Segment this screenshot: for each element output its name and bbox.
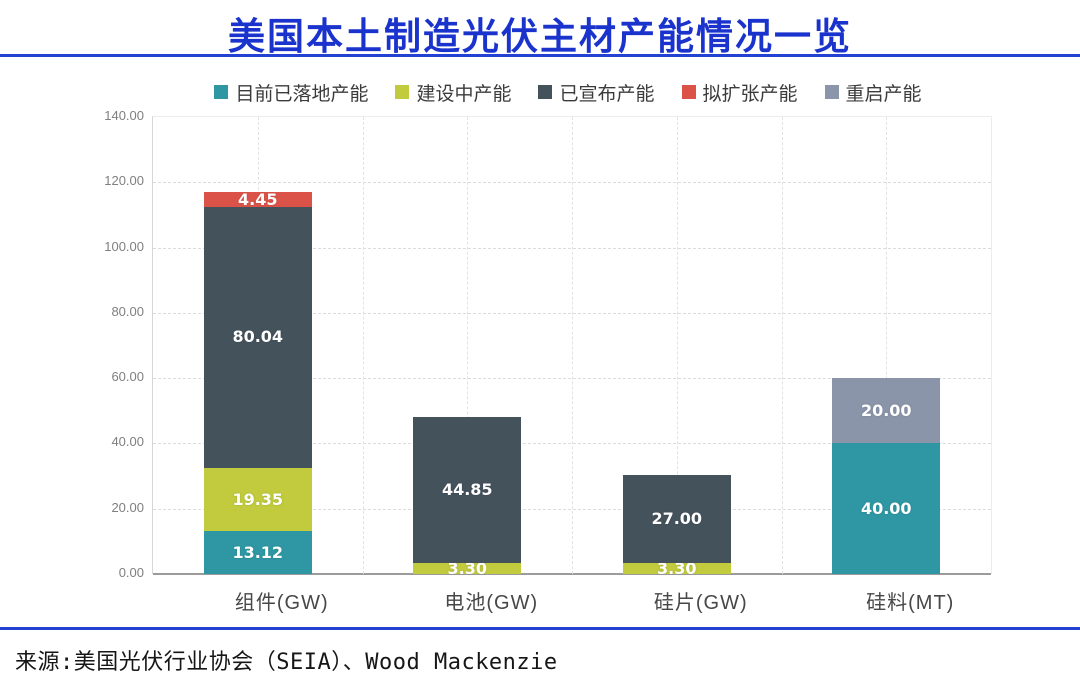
v-gridline xyxy=(781,117,783,574)
v-gridline xyxy=(886,117,888,574)
bar-value-label: 4.45 xyxy=(238,189,278,209)
chart-legend: 目前已落地产能 建设中产能 已宣布产能 拟扩张产能 重启产能 xyxy=(28,79,1080,106)
y-tick-label: 80.00 xyxy=(111,303,144,319)
bar-segment-电池(GW)-已宣布产能: 44.85 xyxy=(413,416,522,564)
bar-segment-硅片(GW)-已宣布产能: 27.00 xyxy=(622,475,731,564)
legend-swatch-icon xyxy=(824,85,839,99)
legend-item-0: 目前已落地产能 xyxy=(214,79,368,106)
plot-area: 13.12 19.35 80.04 4.45 3.30 44.85 3.30 27.00 40.… xyxy=(152,116,992,578)
bar-segment-组件(GW)-建设中产能: 19.35 xyxy=(203,468,312,532)
bar-value-label: 3.30 xyxy=(657,558,697,578)
v-gridline xyxy=(467,117,469,574)
bar-value-label: 19.35 xyxy=(232,489,284,509)
x-axis-line xyxy=(153,573,991,575)
legend-label: 目前已落地产能 xyxy=(235,83,369,105)
bar-value-label: 80.04 xyxy=(232,327,284,347)
bar-value-label: 44.85 xyxy=(441,480,493,500)
legend-swatch-icon xyxy=(395,85,410,99)
legend-item-2: 已宣布产能 xyxy=(538,79,655,106)
y-tick-label: 120.00 xyxy=(104,173,144,189)
y-tick-label: 140.00 xyxy=(104,108,144,123)
bar-segment-组件(GW)-目前已落地产能: 13.12 xyxy=(203,531,312,574)
legend-item-3: 拟扩张产能 xyxy=(681,79,798,106)
y-tick-label: 40.00 xyxy=(111,434,144,450)
legend-item-4: 重启产能 xyxy=(824,79,922,106)
bar-value-label: 13.12 xyxy=(232,542,284,562)
bar-segment-组件(GW)-拟扩张产能: 4.45 xyxy=(203,189,312,209)
legend-label: 建设中产能 xyxy=(416,83,512,105)
x-category-label: 硅料(MT) xyxy=(866,592,955,614)
source-caption: 来源:美国光伏行业协会（SEIA）、Wood Mackenzie xyxy=(15,650,558,675)
legend-label: 已宣布产能 xyxy=(559,83,655,105)
x-category-label: 电池(GW) xyxy=(444,592,539,614)
bar-segment-硅料(MT)-目前已落地产能: 40.00 xyxy=(832,443,941,574)
legend-swatch-icon xyxy=(214,85,229,99)
y-tick-label: 60.00 xyxy=(111,369,144,385)
legend-label: 拟扩张产能 xyxy=(702,83,798,105)
legend-item-1: 建设中产能 xyxy=(395,79,511,106)
bar-segment-硅片(GW)-建设中产能: 3.30 xyxy=(622,558,731,578)
x-category-label: 硅片(GW) xyxy=(653,592,748,614)
bar-value-label: 40.00 xyxy=(860,498,912,518)
chart-title: 美国本土制造光伏主材产能情况一览 xyxy=(228,16,852,57)
x-category-label: 组件(GW) xyxy=(234,592,329,614)
bar-value-label: 20.00 xyxy=(860,400,912,420)
bar-value-label: 3.30 xyxy=(447,558,487,578)
bar-segment-组件(GW)-已宣布产能: 80.04 xyxy=(203,206,312,469)
bar-segment-硅料(MT)-重启产能: 20.00 xyxy=(832,378,941,444)
bar-segment-电池(GW)-建设中产能: 3.30 xyxy=(413,558,522,578)
v-gridline xyxy=(676,117,678,574)
v-gridline xyxy=(362,117,364,574)
y-tick-label: 0.00 xyxy=(118,565,144,580)
legend-label: 重启产能 xyxy=(845,83,922,105)
bar-value-label: 27.00 xyxy=(651,509,703,529)
bottom-divider xyxy=(0,627,1080,630)
y-tick-label: 20.00 xyxy=(111,499,144,515)
title-underline xyxy=(0,54,1080,57)
v-gridline xyxy=(572,117,573,574)
legend-swatch-icon xyxy=(681,85,696,99)
y-tick-label: 100.00 xyxy=(104,238,144,254)
legend-swatch-icon xyxy=(538,85,553,99)
